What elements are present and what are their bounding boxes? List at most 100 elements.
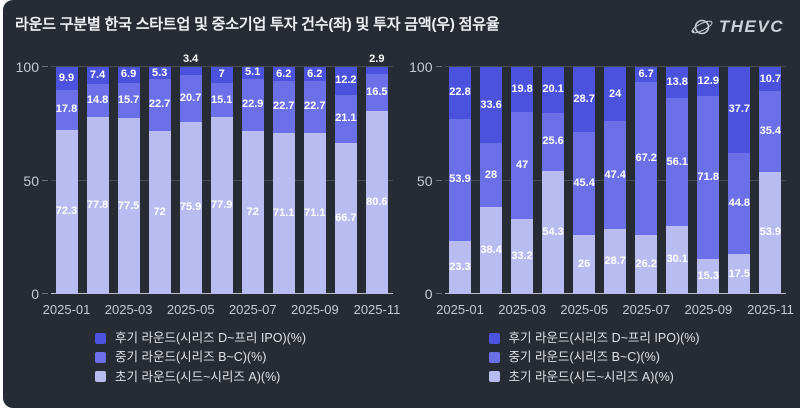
- bar-2025-09[interactable]: 12.9 71.8 15.3: [697, 67, 720, 294]
- segment-late-2025-05[interactable]: 3.4: [179, 54, 202, 75]
- segment-mid-2025-10[interactable]: 44.8: [728, 152, 751, 255]
- legend-item-early[interactable]: 초기 라운드(시드~시리즈 A)(%): [95, 370, 399, 384]
- value-label: 16.5: [366, 85, 388, 98]
- bar-2025-04[interactable]: 20.1 25.6 54.3: [542, 67, 565, 294]
- segment-late-2025-03[interactable]: 6.9: [117, 67, 140, 83]
- segment-mid-2025-11[interactable]: 16.5: [365, 73, 388, 112]
- segment-early-2025-08[interactable]: 30.1: [666, 225, 689, 294]
- logo-text: THEVC: [718, 17, 784, 36]
- segment-early-2025-05[interactable]: 75.9: [179, 121, 202, 294]
- legend-item-late[interactable]: 후기 라운드(시리즈 D~프리 IPO)(%): [488, 331, 793, 345]
- segment-early-2025-09[interactable]: 15.3: [697, 259, 720, 294]
- bar-2025-06[interactable]: 7 15.1 77.9: [210, 67, 233, 294]
- legend-item-mid[interactable]: 중기 라운드(시리즈 B~C)(%): [488, 350, 793, 364]
- segment-late-2025-04[interactable]: 5.3: [148, 67, 171, 80]
- segment-early-2025-06[interactable]: 28.7: [604, 228, 627, 294]
- segment-mid-2025-09[interactable]: 71.8: [697, 96, 720, 260]
- legend-item-mid[interactable]: 중기 라운드(시리즈 B~C)(%): [95, 350, 399, 364]
- bar-2025-03[interactable]: 19.8 47 33.2: [511, 67, 534, 294]
- segment-mid-2025-03[interactable]: 47: [511, 111, 534, 219]
- bar-2025-01[interactable]: 9.9 17.8 72.3: [55, 67, 78, 294]
- y-tick-mark: [42, 293, 48, 294]
- segment-early-2025-02[interactable]: 77.8: [86, 117, 109, 294]
- segment-late-2025-10[interactable]: 12.2: [334, 67, 357, 95]
- segment-late-2025-08[interactable]: 13.8: [666, 67, 689, 99]
- segment-early-2025-08[interactable]: 71.1: [272, 132, 295, 294]
- segment-mid-2025-08[interactable]: 56.1: [666, 98, 689, 226]
- bar-2025-04[interactable]: 5.3 22.7 72: [148, 67, 171, 294]
- segment-late-2025-06[interactable]: 7: [210, 67, 233, 83]
- segment-late-2025-07[interactable]: 5.1: [241, 67, 264, 79]
- segment-late-2025-01[interactable]: 22.8: [449, 67, 472, 119]
- segment-early-2025-11[interactable]: 53.9: [759, 171, 782, 294]
- bar-2025-02[interactable]: 7.4 14.8 77.8: [86, 67, 109, 294]
- segment-early-2025-06[interactable]: 77.9: [210, 117, 233, 294]
- bar-2025-10[interactable]: 37.7 44.8 17.5: [728, 67, 751, 294]
- segment-early-2025-04[interactable]: 54.3: [542, 170, 565, 294]
- segment-mid-2025-02[interactable]: 14.8: [86, 83, 109, 118]
- segment-mid-2025-07[interactable]: 67.2: [635, 82, 658, 235]
- bar-2025-01[interactable]: 22.8 53.9 23.3: [449, 67, 472, 294]
- bar-2025-07[interactable]: 5.1 22.9 72: [241, 67, 264, 294]
- bar-2025-07[interactable]: 6.7 67.2 26.2: [635, 67, 658, 294]
- segment-early-2025-10[interactable]: 66.7: [334, 142, 357, 294]
- segment-mid-2025-08[interactable]: 22.7: [272, 81, 295, 133]
- segment-late-2025-09[interactable]: 12.9: [697, 67, 720, 97]
- legend-item-late[interactable]: 후기 라운드(시리즈 D~프리 IPO)(%): [95, 331, 399, 345]
- segment-early-2025-07[interactable]: 26.2: [635, 234, 658, 294]
- bar-2025-05[interactable]: 3.4 20.7 75.9: [179, 54, 202, 294]
- segment-mid-2025-09[interactable]: 22.7: [303, 81, 326, 133]
- bar-2025-11[interactable]: 10.7 35.4 53.9: [759, 67, 782, 294]
- segment-early-2025-03[interactable]: 33.2: [511, 218, 534, 294]
- segment-early-2025-01[interactable]: 72.3: [55, 129, 78, 294]
- segment-early-2025-05[interactable]: 26: [573, 235, 596, 294]
- segment-early-2025-09[interactable]: 71.1: [303, 132, 326, 294]
- bar-2025-05[interactable]: 28.7 45.4 26: [573, 67, 596, 294]
- segment-late-2025-09[interactable]: 6.2: [303, 67, 326, 82]
- segment-mid-2025-03[interactable]: 15.7: [117, 82, 140, 119]
- segment-mid-2025-07[interactable]: 22.9: [241, 78, 264, 131]
- bar-2025-09[interactable]: 6.2 22.7 71.1: [303, 67, 326, 294]
- bar-2025-08[interactable]: 6.2 22.7 71.1: [272, 67, 295, 294]
- segment-mid-2025-02[interactable]: 28: [480, 143, 503, 207]
- segment-late-2025-02[interactable]: 33.6: [480, 67, 503, 144]
- legend-item-early[interactable]: 초기 라운드(시드~시리즈 A)(%): [488, 370, 793, 384]
- segment-late-2025-01[interactable]: 9.9: [55, 67, 78, 90]
- segment-late-2025-10[interactable]: 37.7: [728, 67, 751, 153]
- segment-early-2025-07[interactable]: 72: [241, 130, 264, 294]
- segment-late-2025-11[interactable]: 2.9: [365, 54, 388, 74]
- segment-mid-2025-10[interactable]: 21.1: [334, 94, 357, 143]
- segment-mid-2025-06[interactable]: 15.1: [210, 82, 233, 118]
- segment-early-2025-03[interactable]: 77.5: [117, 118, 140, 294]
- segment-early-2025-10[interactable]: 17.5: [728, 254, 751, 294]
- bar-2025-02[interactable]: 33.6 28 38.4: [480, 67, 503, 294]
- segment-mid-2025-11[interactable]: 35.4: [759, 91, 782, 172]
- segment-mid-2025-04[interactable]: 25.6: [542, 112, 565, 171]
- segment-late-2025-04[interactable]: 20.1: [542, 67, 565, 113]
- bar-2025-06[interactable]: 24 47.4 28.7: [604, 67, 627, 294]
- segment-late-2025-11[interactable]: 10.7: [759, 67, 782, 92]
- bar-2025-08[interactable]: 13.8 56.1 30.1: [666, 67, 689, 294]
- segment-late-2025-02[interactable]: 7.4: [86, 67, 109, 84]
- x-tick-label: 2025-01: [42, 302, 91, 317]
- segment-late-2025-06[interactable]: 24: [604, 67, 627, 122]
- y-tick-label: 0: [424, 286, 433, 302]
- segment-mid-2025-04[interactable]: 22.7: [148, 79, 171, 131]
- value-label: 28.7: [573, 93, 595, 106]
- segment-late-2025-07[interactable]: 6.7: [635, 67, 658, 83]
- bar-2025-03[interactable]: 6.9 15.7 77.5: [117, 67, 140, 294]
- segment-mid-2025-01[interactable]: 17.8: [55, 89, 78, 130]
- segment-late-2025-08[interactable]: 6.2: [272, 67, 295, 82]
- segment-early-2025-04[interactable]: 72: [148, 130, 171, 294]
- bar-2025-10[interactable]: 12.2 21.1 66.7: [334, 67, 357, 294]
- segment-mid-2025-05[interactable]: 20.7: [179, 74, 202, 122]
- segment-mid-2025-01[interactable]: 53.9: [449, 118, 472, 242]
- segment-early-2025-11[interactable]: 80.6: [365, 111, 388, 294]
- segment-late-2025-03[interactable]: 19.8: [511, 67, 534, 112]
- segment-late-2025-05[interactable]: 28.7: [573, 67, 596, 133]
- segment-early-2025-02[interactable]: 38.4: [480, 206, 503, 294]
- bar-2025-11[interactable]: 2.9 16.5 80.6: [365, 54, 388, 294]
- segment-mid-2025-06[interactable]: 47.4: [604, 121, 627, 229]
- segment-mid-2025-05[interactable]: 45.4: [573, 132, 596, 236]
- segment-early-2025-01[interactable]: 23.3: [449, 241, 472, 294]
